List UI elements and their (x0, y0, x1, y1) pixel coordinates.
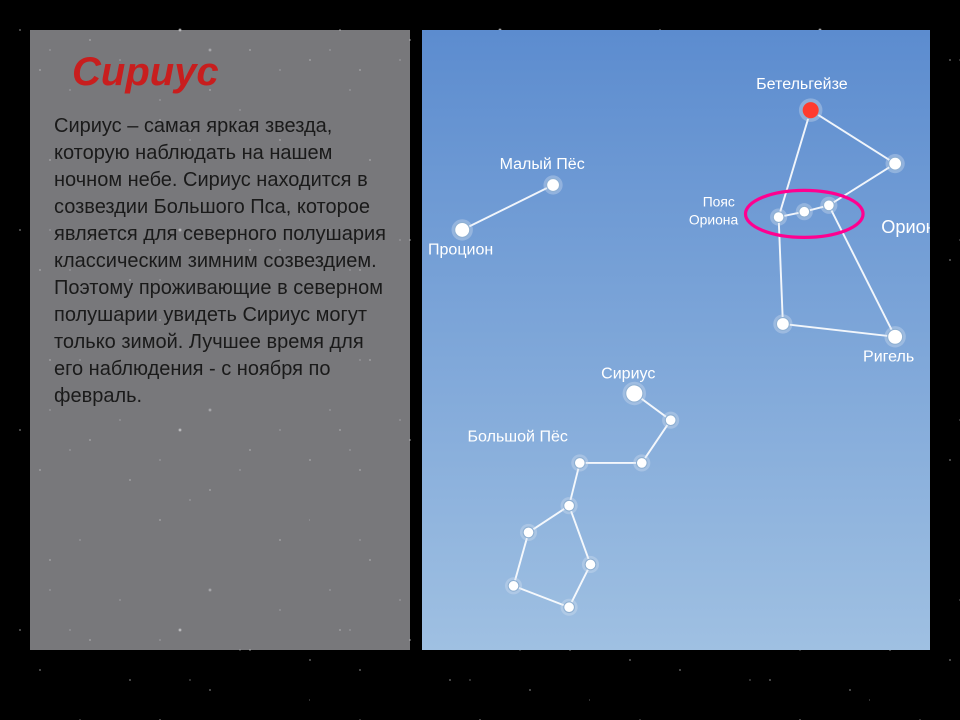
star-label-procyon: Процион (428, 240, 493, 258)
star-cma8 (564, 602, 575, 613)
star-cma4 (574, 458, 585, 469)
star-rigel (888, 329, 903, 344)
star-cma2 (665, 415, 676, 426)
star-cma6 (523, 527, 534, 538)
star-cma7 (508, 581, 519, 592)
star-label-orion_lbl: Орион (881, 217, 930, 237)
slide: Сириус Сириус – самая яркая звезда, кото… (30, 30, 930, 650)
star-cma9 (585, 559, 596, 570)
text-panel: Сириус Сириус – самая яркая звезда, кото… (30, 30, 410, 650)
star-label-cma_lbl: Большой Пёс (468, 428, 568, 446)
slide-body-text: Сириус – самая яркая звезда, которую наб… (54, 113, 386, 410)
star-belt1 (773, 212, 784, 223)
star-label-cmi2: Малый Пёс (500, 155, 585, 173)
star-label-belt_lbl2: Ориона (689, 212, 739, 228)
star-belt2 (799, 206, 810, 217)
star-cma3 (636, 458, 647, 469)
star-label-betel: Бетельгейзе (756, 75, 848, 93)
star-label-sirius: Сириус (601, 364, 655, 382)
star-belt3 (824, 200, 835, 211)
constellation-chart: Процион Малый Пёс Бетельгейзе Ригель Орион По… (422, 30, 930, 650)
star-label-belt_lbl: Пояс (703, 193, 735, 209)
star-ori_ft_l (776, 318, 789, 331)
star-ori_sh_r (889, 157, 902, 170)
star-cmi2 (547, 179, 560, 192)
constellation-svg: Процион Малый Пёс Бетельгейзе Ригель Орион По… (422, 30, 930, 650)
star-procyon (455, 222, 470, 237)
star-cma5 (564, 500, 575, 511)
star-betel (802, 102, 819, 119)
star-label-rigel: Ригель (863, 347, 914, 365)
star-sirius (626, 385, 643, 402)
slide-title: Сириус (72, 50, 386, 95)
